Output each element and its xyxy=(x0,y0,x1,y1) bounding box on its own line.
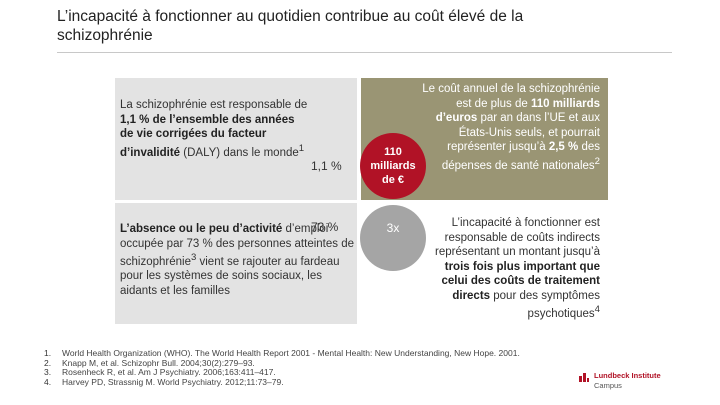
references-list: 1. World Health Organization (WHO). The W… xyxy=(44,348,604,388)
indirect-cost-text: L’incapacité à fonctionner est responsab… xyxy=(420,216,600,321)
cost-circle-line-1: 110 xyxy=(384,146,402,158)
annual-cost-bold: 110 milliards d’euros xyxy=(435,97,600,125)
title-line-1: L’incapacité à fonctionner au quotidien … xyxy=(57,8,524,25)
circle-top-left xyxy=(285,129,355,199)
circle-bottom-left xyxy=(285,205,355,275)
daly-percent: 1,1 % xyxy=(311,159,342,173)
reference-text: Harvey PD, Strassnig M. World Psychiatry… xyxy=(62,376,284,387)
reference-number: 3. xyxy=(44,367,52,378)
daly-text-bold: 1,1 % de l’ensemble des années de vie co… xyxy=(120,113,295,159)
annual-cost-pre: Le coût annuel de la schizophrénie est d… xyxy=(422,83,600,110)
indirect-cost-ref-sup: 4 xyxy=(594,304,600,315)
reference-number: 2. xyxy=(44,357,52,368)
reference-number: 4. xyxy=(44,376,52,387)
cost-circle-label: 110 milliards de € xyxy=(360,145,426,187)
daly-text-pre: La schizophrénie est responsable de xyxy=(120,99,308,111)
unemployment-text-bold: L’absence ou le peu d’activité xyxy=(120,223,283,235)
reference-text: Knapp M, et al. Schizophr Bull. 2004;30(… xyxy=(62,357,255,368)
reference-item: 1. World Health Organization (WHO). The W… xyxy=(44,348,604,359)
unemployment-text-post: d’emploi occupée par 73 % des personnes … xyxy=(120,223,354,268)
reference-number: 1. xyxy=(44,348,52,358)
annual-cost-ref-sup: 2 xyxy=(594,155,600,167)
reference-item: 4. Harvey PD, Strassnig M. World Psychiat… xyxy=(44,376,604,388)
reference-text: World Health Organization (WHO). The Wor… xyxy=(62,348,520,358)
reference-item: 3. Rosenheck R, et al. Am J Psychiatry. 2… xyxy=(44,368,604,378)
title-line-2: schizophrénie xyxy=(57,27,153,44)
circle-bottom-right xyxy=(360,205,426,271)
cost-circle-line-2: milliards xyxy=(370,160,416,172)
unemployment-ref-sup: 3 xyxy=(190,252,197,263)
annual-cost-mid: par an dans l’UE et aux États-Unis seuls… xyxy=(447,112,600,153)
annual-cost-post: des dépenses de santé nationales xyxy=(441,141,600,172)
unemployment-text: L’absence ou le peu d’activité d’emploi … xyxy=(120,222,355,298)
reference-text: Rosenheck R, et al. Am J Psychiatry. 200… xyxy=(62,367,276,378)
logo-mark-icon xyxy=(579,373,589,382)
daly-text: La schizophrénie est responsable de 1,1 … xyxy=(120,98,310,160)
logo-sub: Campus xyxy=(594,381,622,390)
slide-title: L’incapacité à fonctionner au quotidien … xyxy=(57,7,617,45)
circle-top-right xyxy=(360,133,426,199)
logo-name: Lundbeck Institute xyxy=(594,371,661,380)
indirect-cost-post: pour des symptômes psychotiques xyxy=(490,289,600,320)
multiplier-circle-label: 3x xyxy=(386,221,400,235)
lundbeck-logo: Lundbeck Institute Campus xyxy=(578,371,688,397)
annual-cost-bold2: 2,5 % xyxy=(548,141,579,153)
daly-text-post: (DALY) dans le monde xyxy=(180,146,299,159)
daly-ref-sup: 1 xyxy=(298,142,305,154)
cost-circle-line-3: de € xyxy=(381,174,404,186)
indirect-cost-bold: trois fois plus important que celui des … xyxy=(441,260,601,302)
title-divider xyxy=(57,52,672,53)
unemployment-text-post2: vient se rajouter au fardeau pour les sy… xyxy=(120,255,340,297)
indirect-cost-pre: L’incapacité à fonctionner est responsab… xyxy=(435,217,600,258)
unemployment-percent: 73 % xyxy=(311,220,339,234)
annual-cost-text: Le coût annuel de la schizophrénie est d… xyxy=(420,82,600,173)
reference-item: 2. Knapp M, et al. Schizophr Bull. 2004;3… xyxy=(44,357,604,369)
